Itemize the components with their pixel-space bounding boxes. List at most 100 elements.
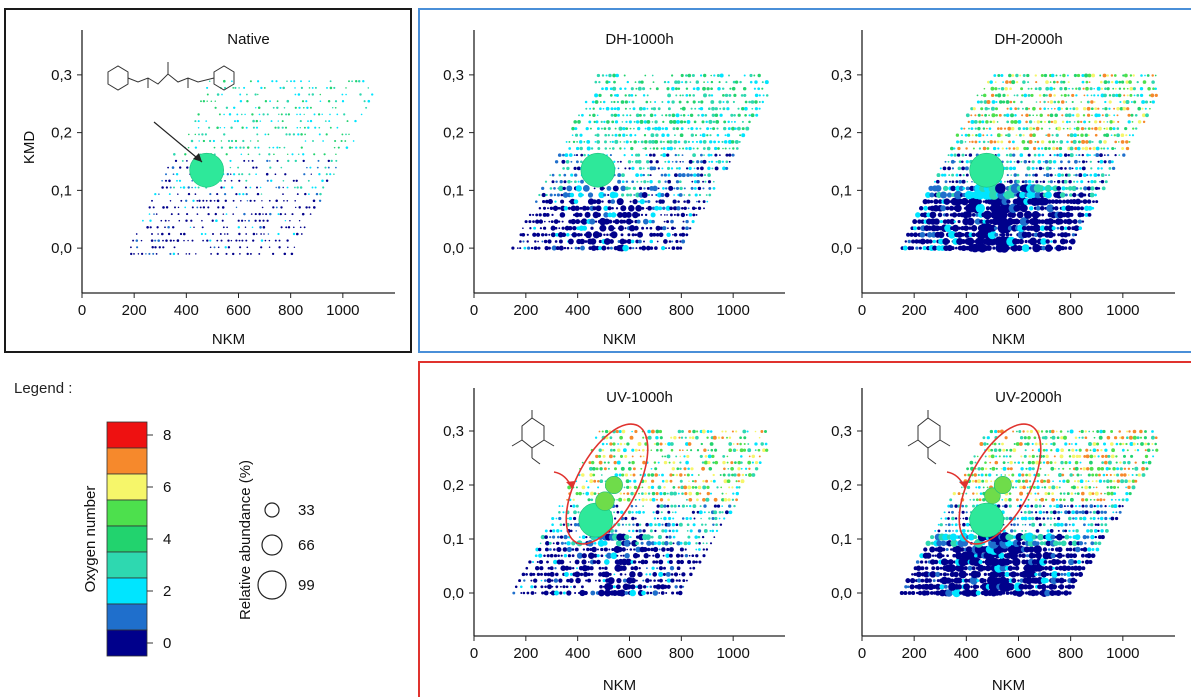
data-point	[744, 467, 748, 470]
data-point	[1047, 120, 1051, 124]
data-point	[1015, 479, 1018, 483]
data-point	[638, 492, 640, 495]
data-point	[750, 100, 755, 104]
data-point	[609, 154, 612, 157]
data-point	[234, 86, 237, 89]
data-point	[681, 449, 684, 452]
data-point	[219, 233, 222, 235]
data-point	[685, 94, 689, 97]
data-point	[1068, 547, 1073, 552]
data-point	[1080, 101, 1082, 103]
data-point	[1004, 578, 1010, 584]
data-point	[1136, 80, 1139, 84]
data-point	[929, 571, 937, 578]
data-point	[986, 100, 991, 104]
data-point	[1054, 461, 1057, 464]
data-point	[579, 233, 583, 237]
data-point	[1064, 113, 1069, 118]
data-point	[635, 87, 638, 90]
data-point	[223, 192, 227, 196]
data-point	[1009, 211, 1017, 218]
data-point	[578, 491, 582, 496]
data-point	[698, 107, 701, 110]
data-point	[334, 139, 337, 143]
data-point	[731, 121, 733, 123]
data-point	[687, 73, 692, 78]
data-point	[1140, 442, 1144, 446]
data-point	[538, 219, 544, 224]
data-point	[566, 517, 569, 520]
data-point	[1051, 492, 1054, 495]
data-point	[646, 160, 650, 164]
data-point	[965, 573, 969, 576]
data-point	[992, 120, 996, 124]
data-point	[687, 485, 692, 490]
data-point	[685, 213, 688, 216]
data-point	[669, 206, 673, 211]
data-point	[647, 167, 649, 170]
data-point	[581, 553, 587, 559]
data-point	[552, 529, 556, 533]
data-point	[646, 547, 651, 552]
data-point	[1112, 467, 1116, 471]
data-point	[645, 522, 649, 527]
data-point	[706, 485, 710, 490]
data-point	[602, 579, 606, 583]
data-point	[1050, 534, 1056, 540]
data-point	[540, 534, 546, 540]
data-point	[579, 146, 583, 151]
data-point	[636, 180, 639, 183]
data-point	[599, 585, 603, 589]
data-point	[652, 560, 656, 564]
data-point	[1065, 565, 1072, 571]
data-point	[1139, 93, 1144, 98]
data-point	[672, 473, 675, 477]
data-point	[653, 585, 657, 589]
data-point	[1035, 167, 1038, 170]
data-point	[1100, 529, 1104, 533]
data-point	[671, 246, 676, 250]
data-point	[967, 533, 975, 541]
data-point	[1107, 80, 1111, 84]
data-point	[907, 239, 911, 244]
data-point	[961, 166, 965, 171]
data-point	[641, 192, 648, 198]
data-point	[282, 179, 285, 182]
data-point	[607, 193, 610, 197]
data-point	[963, 127, 966, 130]
data-point	[703, 93, 707, 98]
data-point	[678, 436, 681, 439]
data-point	[329, 113, 331, 116]
y-tick-label: 0,3	[443, 67, 464, 84]
data-point	[1012, 448, 1017, 453]
data-point	[1037, 231, 1044, 238]
data-point	[1097, 523, 1100, 526]
data-point	[206, 93, 209, 96]
data-point	[765, 94, 769, 97]
data-point	[956, 231, 963, 238]
data-point	[1016, 541, 1022, 546]
data-point	[940, 205, 947, 212]
data-point	[666, 220, 670, 224]
data-point	[257, 140, 259, 142]
data-point	[959, 591, 963, 595]
data-point	[964, 133, 968, 137]
data-point	[1033, 590, 1040, 596]
data-point	[650, 535, 654, 539]
data-point	[1035, 205, 1041, 211]
data-point	[1030, 504, 1034, 508]
data-point	[243, 159, 246, 162]
data-point	[977, 486, 981, 489]
data-point	[954, 504, 958, 508]
data-point	[959, 173, 962, 177]
data-point	[648, 573, 652, 576]
ring	[917, 417, 941, 449]
data-point	[1109, 442, 1114, 446]
data-point	[626, 442, 630, 446]
data-point	[704, 523, 707, 526]
data-point	[658, 548, 661, 551]
data-point	[978, 498, 982, 502]
data-point	[1046, 218, 1054, 226]
data-point	[560, 541, 564, 545]
data-point	[949, 533, 958, 541]
